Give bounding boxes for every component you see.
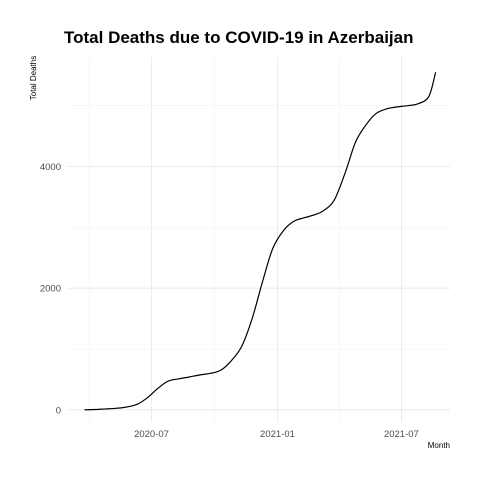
chart-title: Total Deaths due to COVID-19 in Azerbaij… <box>64 28 414 47</box>
x-tick-label: 2021-07 <box>384 429 419 440</box>
x-axis-ticks: 2020-07 2021-01 2021-07 <box>134 429 419 440</box>
y-axis-ticks: 0 2000 4000 <box>40 162 61 416</box>
x-tick-label: 2020-07 <box>134 429 169 440</box>
y-axis-title: Total Deaths <box>29 56 38 100</box>
y-tick-label: 0 <box>56 405 61 416</box>
y-tick-label: 4000 <box>40 162 61 173</box>
x-tick-label: 2021-01 <box>260 429 295 440</box>
x-axis-title: Month <box>428 441 450 450</box>
series-group <box>84 72 437 411</box>
grid <box>68 57 450 422</box>
series-line <box>84 72 437 411</box>
y-tick-label: 2000 <box>40 284 61 295</box>
